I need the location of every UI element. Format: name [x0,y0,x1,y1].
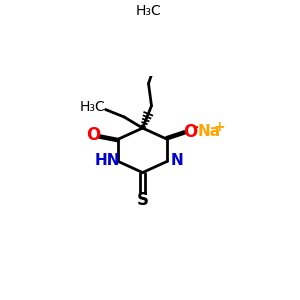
Text: H₃C: H₃C [80,100,106,114]
Text: Na: Na [198,124,221,139]
Text: S: S [136,191,148,209]
Text: HN: HN [94,153,120,168]
Text: O: O [183,123,197,141]
Text: -: - [192,120,198,134]
Text: N: N [170,153,183,168]
Text: +: + [214,120,225,134]
Text: O: O [86,126,100,144]
Text: H₃C: H₃C [136,4,161,18]
